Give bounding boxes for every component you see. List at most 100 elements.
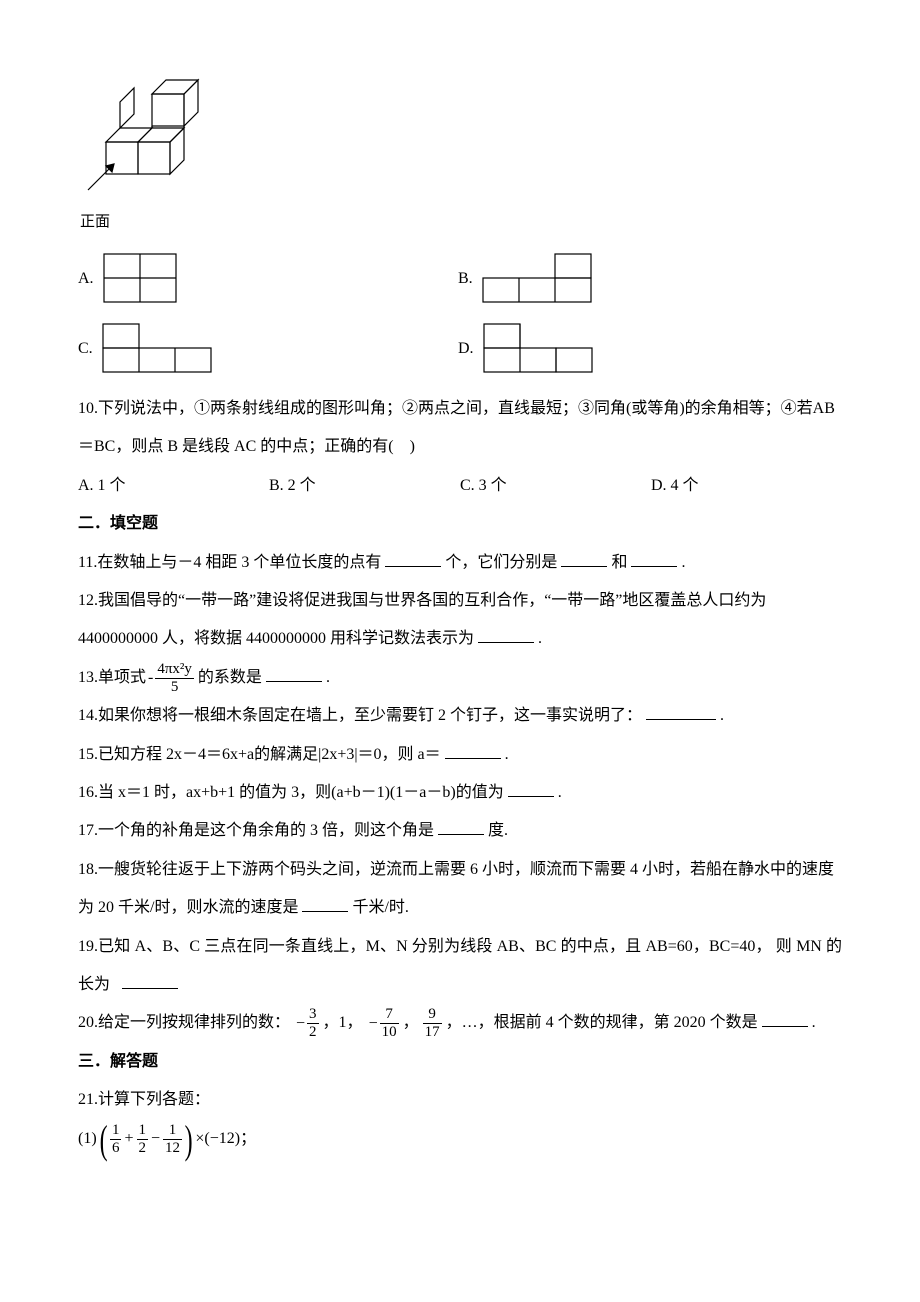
blank [646,703,716,720]
blank [508,780,554,797]
blank [302,895,348,912]
q21-f3: 112 [163,1123,182,1156]
q21-tail: ×(−12)； [195,1120,256,1158]
q10-choice-d: D. 4 个 [651,467,842,505]
q14: 14.如果你想将一根细木条固定在墙上，至少需要钉 2 个钉子，这一事实说明了： … [78,697,842,735]
den: 2 [307,1024,319,1040]
option-d-figure [480,320,598,378]
neg: − [296,1005,305,1043]
num: 1 [163,1123,182,1140]
q14-p1: 14.如果你想将一根细木条固定在墙上，至少需要钉 2 个钉子，这一事实说明了： [78,707,642,724]
q20-f3: 917 [423,1007,442,1040]
q21-f1: 16 [110,1123,122,1156]
q9-options-row-2: C. D. [78,320,842,378]
num: 9 [423,1007,442,1024]
q12: 12.我国倡导的“一带一路”建设将促进我国与世界各国的互利合作，“一带一路”地区… [78,582,842,659]
blank [762,1010,808,1027]
q20-mid2: ， [403,1014,419,1031]
cube-svg [80,72,210,202]
q15: 15.已知方程 2x－4＝6x+a的解满足|2x+3|＝0，则 a＝ . [78,736,842,774]
q15-p2: . [505,746,509,763]
option-c-figure [99,320,217,378]
q13-p3: . [326,669,330,686]
q11-p1: 11.在数轴上与－4 相距 3 个单位长度的点有 [78,554,381,571]
q10-choice-b: B. 2 个 [269,467,460,505]
num: 7 [380,1007,399,1024]
q11-p4: . [681,554,685,571]
section-3-title: 三．解答题 [78,1043,842,1081]
section-2-title: 二．填空题 [78,505,842,543]
q18-p1: 18.一艘货轮往返于上下游两个码头之间，逆流而上需要 6 小时，顺流而下需要 4… [78,861,834,916]
num: 1 [137,1123,149,1140]
minus: − [151,1120,160,1158]
den: 17 [423,1024,442,1040]
q10-text: 10.下列说法中，①两条射线组成的图形叫角；②两点之间，直线最短；③同角(或等角… [78,390,842,467]
q20: 20.给定一列按规律排列的数： −32 ，1， −710 ， 917 ，…，根据… [78,1004,842,1043]
q13-p1: 13.单项式 [78,669,146,686]
blank [561,550,607,567]
q21-f2: 12 [137,1123,149,1156]
q20-mid1: ，1， [323,1014,363,1031]
q21-title: 21.计算下列各题： [78,1081,842,1119]
den: 12 [163,1140,182,1156]
q13-neg: - [148,659,153,697]
q10-choices: A. 1 个 B. 2 个 C. 3 个 D. 4 个 [78,467,842,505]
option-b-figure [479,250,597,308]
den: 6 [110,1140,122,1156]
blank [122,972,178,989]
option-d-label: D. [458,330,474,368]
den: 2 [137,1140,149,1156]
q16-p1: 16.当 x＝1 时，ax+b+1 的值为 3，则(a+b－1)(1－a－b)的… [78,784,504,801]
blank [478,626,534,643]
option-b-label: B. [458,260,473,298]
q13: 13.单项式-4πx²y5 的系数是 . [78,659,842,698]
q17-p2: 度. [488,822,508,839]
q21-eq1: (1) ( 16 + 12 − 112 ) ×(−12)； [78,1120,842,1160]
blank [631,550,677,567]
blank [445,742,501,759]
q17-p1: 17.一个角的补角是这个角余角的 3 倍，则这个角是 [78,822,434,839]
q11: 11.在数轴上与－4 相距 3 个单位长度的点有 个，它们分别是 和 . [78,544,842,582]
q11-p2: 个，它们分别是 [445,554,557,571]
q12-p1: 12.我国倡导的“一带一路”建设将促进我国与世界各国的互利合作，“一带一路”地区… [78,592,766,647]
q10-choice-c: C. 3 个 [460,467,651,505]
q10-choice-a: A. 1 个 [78,467,269,505]
lparen: ( [99,1120,107,1160]
front-face-label: 正面 [80,204,842,240]
q20-p3: . [812,1014,816,1031]
neg: − [369,1005,378,1043]
blank [438,818,484,835]
q12-p2: . [538,630,542,647]
plus: + [124,1120,133,1158]
q19: 19.已知 A、B、C 三点在同一条直线上，M、N 分别为线段 AB、BC 的中… [78,928,842,1005]
q13-frac: 4πx²y5 [155,662,194,695]
q21-lead: (1) [78,1120,97,1158]
q13-num: 4πx²y [155,662,194,679]
option-a-figure [100,250,182,308]
q18: 18.一艘货轮往返于上下游两个码头之间，逆流而上需要 6 小时，顺流而下需要 4… [78,851,842,928]
den: 10 [380,1024,399,1040]
q9-options-row-1: A. B. [78,250,842,308]
blank [266,665,322,682]
option-a-label: A. [78,260,94,298]
q20-f1: 32 [307,1007,319,1040]
q14-p2: . [720,707,724,724]
num: 1 [110,1123,122,1140]
q20-p2: ，…，根据前 4 个数的规律，第 2020 个数是 [446,1014,758,1031]
q19-p1: 19.已知 A、B、C 三点在同一条直线上，M、N 分别为线段 AB、BC 的中… [78,938,842,993]
q17: 17.一个角的补角是这个角余角的 3 倍，则这个角是 度. [78,812,842,850]
q11-p3: 和 [611,554,627,571]
q20-f2: 710 [380,1007,399,1040]
option-c-label: C. [78,330,93,368]
q16: 16.当 x＝1 时，ax+b+1 的值为 3，则(a+b－1)(1－a－b)的… [78,774,842,812]
q20-p1: 20.给定一列按规律排列的数： [78,1014,290,1031]
q13-p2: 的系数是 [198,669,262,686]
q16-p2: . [558,784,562,801]
num: 3 [307,1007,319,1024]
q18-p2: 千米/时. [352,899,408,916]
rparen: ) [185,1120,193,1160]
question9-figure [80,72,842,202]
q15-p1: 15.已知方程 2x－4＝6x+a的解满足|2x+3|＝0，则 a＝ [78,746,441,763]
blank [385,550,441,567]
q13-den: 5 [155,679,194,695]
